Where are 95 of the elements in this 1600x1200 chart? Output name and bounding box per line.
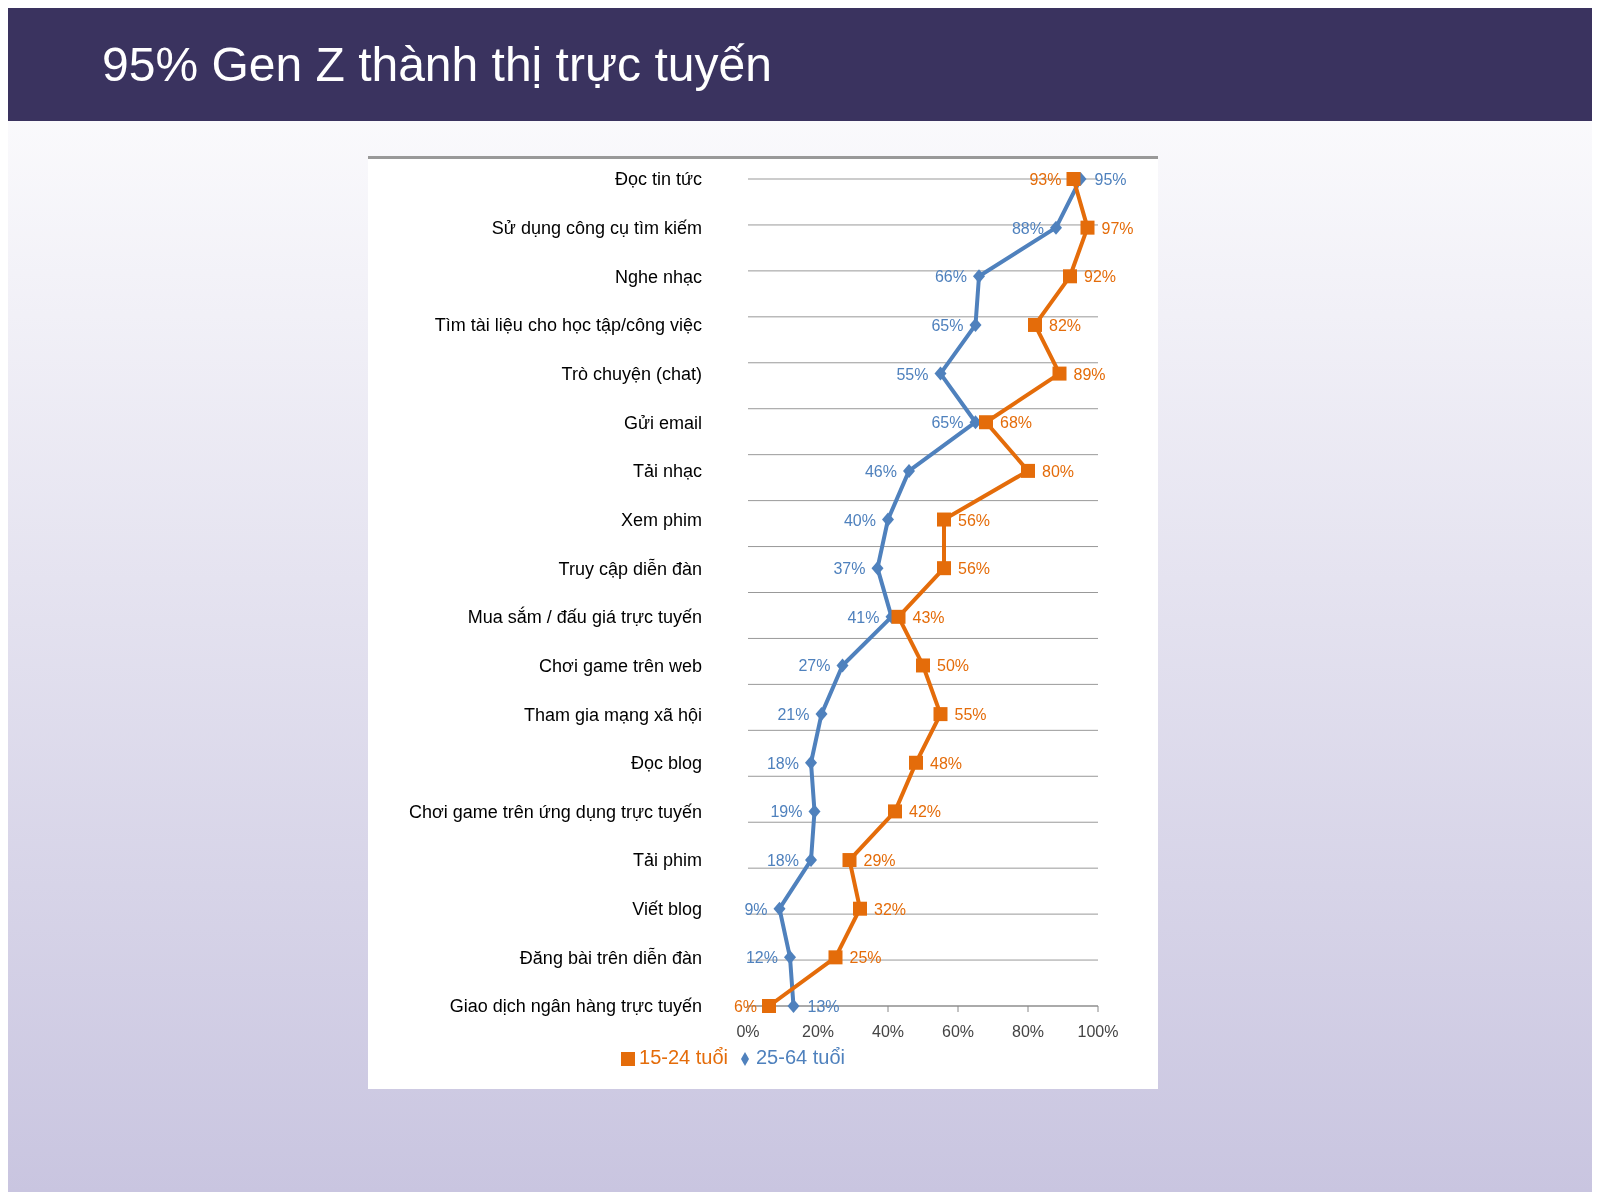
point xyxy=(808,804,821,819)
y-tick-label: Nghe nhạc xyxy=(614,266,702,287)
y-tick-label: Trò chuyện (chat) xyxy=(561,363,702,384)
data-label: 50% xyxy=(937,657,970,675)
data-label: 93% xyxy=(1029,171,1062,188)
point xyxy=(828,950,843,965)
y-tick-label: Truy cập diễn đàn xyxy=(558,557,702,579)
point xyxy=(933,707,948,722)
y-tick-label: Đọc blog xyxy=(630,753,702,774)
x-tick-label: 80% xyxy=(1011,1023,1045,1041)
data-label: 68% xyxy=(1000,414,1033,432)
data-label: 12% xyxy=(745,949,778,967)
data-label: 29% xyxy=(863,852,896,870)
x-tick-label: 20% xyxy=(801,1023,835,1041)
data-label: 48% xyxy=(930,754,963,772)
x-tick-label: 0% xyxy=(736,1023,760,1041)
data-label: 18% xyxy=(766,852,799,870)
point xyxy=(1028,317,1042,332)
point xyxy=(979,415,993,430)
point xyxy=(882,512,894,527)
x-tick-label: 40% xyxy=(871,1023,905,1041)
y-tick-label: Mua sắm / đấu giá trực tuyến xyxy=(467,606,702,628)
data-label: 80% xyxy=(1042,462,1075,480)
y-tick-label: Viết blog xyxy=(632,899,702,920)
data-label: 82% xyxy=(1049,316,1082,334)
data-label: 43% xyxy=(912,608,945,626)
point xyxy=(937,561,951,576)
point xyxy=(762,999,776,1013)
data-label: 65% xyxy=(931,414,964,432)
point xyxy=(836,658,849,673)
point xyxy=(773,901,786,916)
y-tick-label: Xem phim xyxy=(620,509,702,530)
y-tick-label: Đăng bài trên diễn đàn xyxy=(519,946,702,968)
point xyxy=(937,512,951,527)
point xyxy=(1066,172,1081,186)
point xyxy=(1052,366,1067,381)
point xyxy=(903,463,915,478)
y-tick-label: Chơi game trên web xyxy=(539,655,702,676)
data-label: 25% xyxy=(849,949,882,967)
data-label: 40% xyxy=(843,511,876,529)
legend-label: 25-64 tuổi xyxy=(756,1046,845,1068)
y-tick-label: Giao dịch ngân hàng trực tuyến xyxy=(449,996,702,1017)
data-label: 19% xyxy=(770,803,803,821)
data-label: 97% xyxy=(1101,219,1134,237)
data-label: 6% xyxy=(733,998,757,1015)
data-label: 65% xyxy=(931,316,964,334)
point xyxy=(805,755,817,770)
point xyxy=(1050,220,1062,235)
y-tick-label: Đọc tin tức xyxy=(614,169,702,190)
data-label: 13% xyxy=(807,998,840,1015)
y-tick-label: Gửi email xyxy=(623,412,702,433)
data-label: 32% xyxy=(874,900,907,918)
point xyxy=(871,561,884,576)
point xyxy=(916,658,930,673)
data-label: 92% xyxy=(1084,268,1117,286)
data-label: 66% xyxy=(934,268,967,286)
point xyxy=(1063,269,1077,284)
data-label: 88% xyxy=(1011,219,1044,237)
point xyxy=(973,269,985,284)
y-tick-label: Tải phim xyxy=(632,850,702,871)
point xyxy=(784,950,796,965)
point xyxy=(1021,463,1035,478)
point xyxy=(805,853,817,868)
chart-title: 95% Gen Z thành thị trực tuyến xyxy=(8,8,1592,121)
data-label: 9% xyxy=(744,900,768,918)
data-label: 18% xyxy=(766,754,799,772)
data-label: 46% xyxy=(864,462,897,480)
y-tick-label: Tham gia mạng xã hội xyxy=(523,704,702,725)
data-label: 42% xyxy=(909,803,942,821)
data-label: 37% xyxy=(833,560,866,578)
point xyxy=(888,804,902,819)
y-tick-label: Tải nhạc xyxy=(632,461,702,482)
y-tick-label: Sử dụng công cụ tìm kiếm xyxy=(491,218,702,239)
data-label: 89% xyxy=(1073,365,1106,383)
data-label: 41% xyxy=(847,608,880,626)
x-tick-label: 100% xyxy=(1077,1023,1119,1041)
y-tick-label: Chơi game trên ứng dụng trực tuyến xyxy=(408,801,702,822)
point xyxy=(787,999,800,1013)
point xyxy=(891,609,906,624)
y-tick-label: Tìm tài liệu cho học tập/công việc xyxy=(434,315,702,336)
data-label: 55% xyxy=(954,706,987,724)
x-tick-label: 60% xyxy=(941,1023,975,1041)
point xyxy=(909,755,923,770)
point xyxy=(853,901,867,916)
data-label: 55% xyxy=(896,365,929,383)
legend-label: 15-24 tuổi xyxy=(639,1046,728,1068)
data-label: 27% xyxy=(798,657,831,675)
point xyxy=(815,707,828,722)
data-label: 21% xyxy=(777,706,810,724)
point xyxy=(842,853,857,868)
data-label: 56% xyxy=(958,511,991,529)
data-label: 56% xyxy=(958,560,991,578)
point xyxy=(934,366,947,381)
data-label: 95% xyxy=(1094,171,1127,188)
point xyxy=(1080,220,1095,235)
